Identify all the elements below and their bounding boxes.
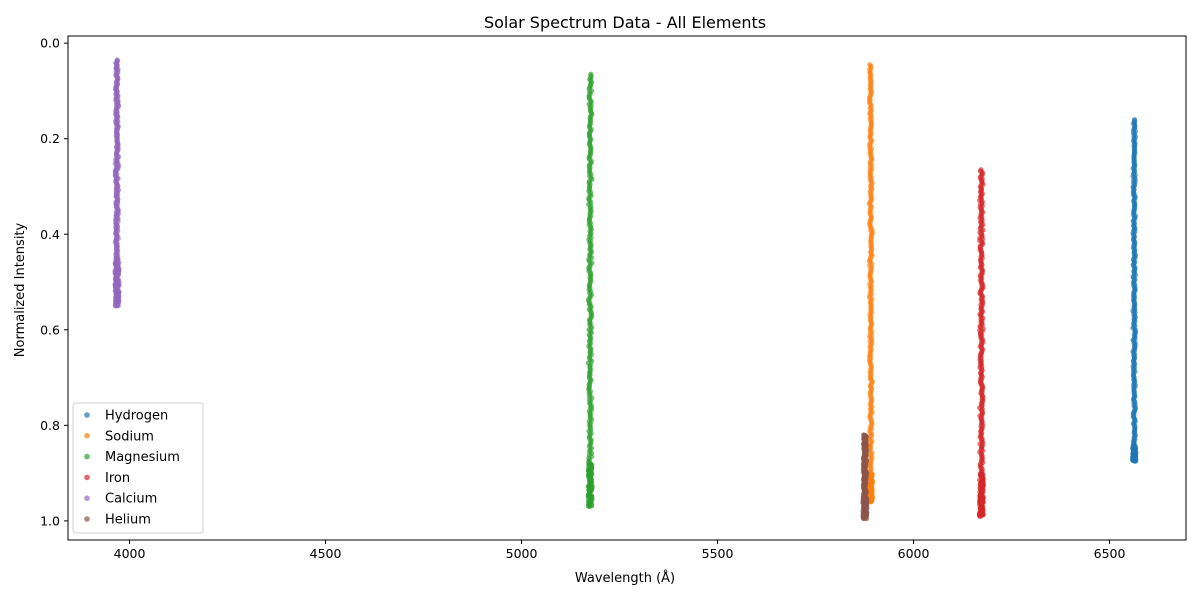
data-point: [861, 512, 867, 518]
data-point: [977, 504, 983, 510]
legend-label: Helium: [105, 513, 151, 528]
data-point: [114, 287, 121, 293]
data-point: [978, 473, 984, 480]
data-point: [979, 479, 985, 485]
x-axis: 4000 4500 5000 5500 6000 6500: [114, 540, 1126, 561]
legend-marker: [84, 433, 90, 439]
series-helium: [860, 432, 870, 522]
series-hydrogen: [1130, 117, 1139, 464]
data-point: [587, 460, 593, 467]
data-point: [1130, 456, 1136, 462]
series-sodium: [866, 62, 875, 505]
data-point: [977, 513, 983, 519]
y-tick-label: 0.8: [40, 418, 60, 433]
x-tick-label: 5500: [702, 546, 734, 561]
data-point: [116, 280, 122, 286]
legend-label: Magnesium: [105, 450, 180, 465]
data-point: [863, 501, 869, 508]
legend-marker: [84, 453, 90, 460]
y-tick-label: 0.0: [40, 36, 60, 51]
y-axis: 0.0 0.2 0.4 0.6 0.8 1.0: [40, 36, 68, 528]
legend-marker: [84, 495, 90, 502]
series-magnesium: [585, 71, 595, 510]
data-point: [588, 502, 594, 509]
x-tick-label: 6000: [898, 546, 930, 561]
data-point: [115, 297, 121, 304]
legend-label: Calcium: [105, 492, 157, 507]
data-point: [980, 499, 986, 506]
x-tick-label: 6500: [1094, 546, 1126, 561]
legend-box: [72, 402, 204, 534]
legend-label: Hydrogen: [105, 409, 168, 424]
chart-title: Solar Spectrum Data - All Elements: [484, 13, 766, 32]
data-point: [113, 274, 119, 280]
data-point: [868, 474, 875, 480]
y-tick-label: 0.6: [40, 322, 60, 337]
x-tick-label: 5000: [506, 546, 538, 561]
data-point: [116, 266, 122, 272]
series-calcium: [112, 57, 122, 309]
y-axis-label: Normalized Intensity: [13, 222, 28, 357]
plot-marks: [112, 57, 1139, 522]
data-point: [589, 472, 595, 478]
legend-marker: [84, 474, 90, 481]
data-point: [588, 478, 594, 484]
x-tick-label: 4000: [114, 546, 146, 561]
x-axis-label: Wavelength (Å): [575, 570, 675, 586]
legend-marker: [84, 412, 90, 418]
y-tick-label: 1.0: [40, 513, 60, 528]
y-tick-label: 0.2: [40, 131, 60, 146]
data-point: [978, 484, 984, 491]
data-point: [977, 489, 983, 495]
data-point: [868, 485, 874, 491]
x-tick-label: 4500: [310, 546, 342, 561]
data-point: [113, 259, 119, 265]
legend-label: Iron: [105, 471, 130, 486]
data-point: [869, 492, 875, 499]
data-point: [869, 480, 875, 486]
legend-label: Sodium: [105, 429, 154, 444]
legend-marker: [84, 516, 90, 522]
legend: Hydrogen Sodium Magnesium Iron Calcium Helium: [72, 402, 204, 534]
data-point: [589, 495, 595, 501]
data-point: [1130, 445, 1136, 451]
data-point: [588, 464, 594, 471]
data-point: [862, 494, 869, 500]
series-iron: [976, 167, 986, 519]
data-point: [588, 485, 594, 491]
y-tick-label: 0.4: [40, 227, 60, 242]
plot-frame: [67, 35, 1187, 541]
